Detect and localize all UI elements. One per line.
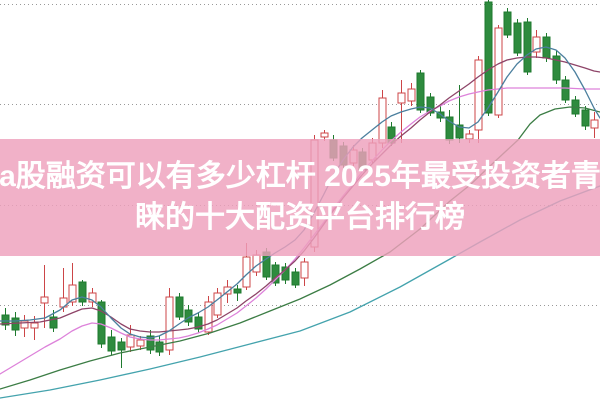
- ma-slow-darkgreen: [0, 106, 600, 390]
- headline-line-1: a股融资可以有多少杠杆 2025年最受投资者青: [0, 160, 600, 193]
- ma-mid-magenta: [0, 87, 600, 375]
- headline-banner: a股融资可以有多少杠杆 2025年最受投资者青 睐的十大配资平台排行榜: [0, 139, 600, 256]
- headline-line-2: 睐的十大配资平台排行榜: [135, 200, 465, 234]
